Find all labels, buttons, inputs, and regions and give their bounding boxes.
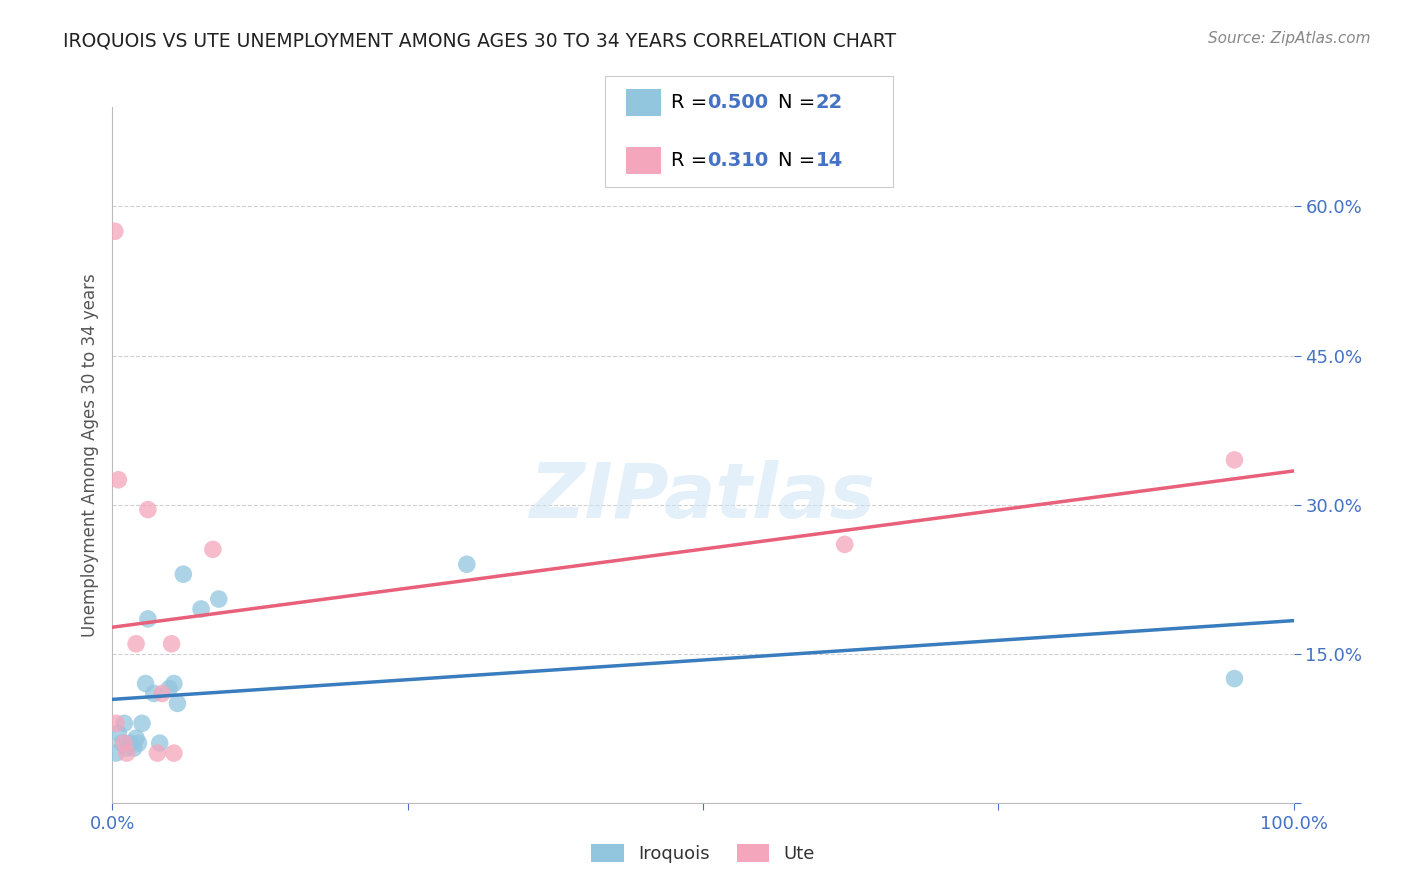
Point: [172, 567, 194, 582]
Point: [112, 716, 135, 731]
Point: [127, 736, 149, 750]
Y-axis label: Unemployment Among Ages 30 to 34 years: Unemployment Among Ages 30 to 34 years: [80, 273, 98, 637]
Point: [142, 686, 165, 700]
Point: [160, 637, 183, 651]
Text: 22: 22: [815, 93, 842, 112]
Point: [105, 716, 128, 731]
Point: [120, 736, 142, 750]
Point: [1223, 453, 1246, 467]
Point: [105, 746, 128, 760]
Point: [157, 681, 180, 696]
Point: [112, 736, 135, 750]
Text: IROQUOIS VS UTE UNEMPLOYMENT AMONG AGES 30 TO 34 YEARS CORRELATION CHART: IROQUOIS VS UTE UNEMPLOYMENT AMONG AGES …: [63, 31, 897, 50]
Legend: Iroquois, Ute: Iroquois, Ute: [583, 837, 823, 871]
Point: [122, 741, 145, 756]
Point: [125, 731, 148, 746]
Point: [104, 224, 127, 238]
Text: 0.310: 0.310: [707, 151, 769, 170]
Point: [1223, 672, 1246, 686]
Point: [135, 676, 157, 690]
Text: R =: R =: [671, 151, 720, 170]
Point: [115, 741, 138, 756]
Point: [190, 602, 212, 616]
Text: N =: N =: [778, 151, 821, 170]
Point: [136, 502, 159, 516]
Point: [208, 592, 231, 607]
Point: [834, 537, 856, 551]
Text: ZIPatlas: ZIPatlas: [530, 459, 876, 533]
Point: [456, 558, 478, 572]
Point: [163, 676, 186, 690]
Point: [107, 726, 129, 740]
Point: [125, 637, 148, 651]
Point: [201, 542, 224, 557]
Point: [131, 716, 153, 731]
Point: [115, 746, 138, 760]
Text: 0.500: 0.500: [707, 93, 768, 112]
Point: [136, 612, 159, 626]
Point: [150, 686, 173, 700]
Text: N =: N =: [778, 93, 821, 112]
Point: [111, 736, 134, 750]
Point: [107, 473, 129, 487]
Text: Source: ZipAtlas.com: Source: ZipAtlas.com: [1208, 31, 1371, 46]
Point: [166, 697, 188, 711]
Point: [149, 736, 172, 750]
Point: [163, 746, 186, 760]
Text: R =: R =: [671, 93, 713, 112]
Point: [146, 746, 169, 760]
Text: 14: 14: [815, 151, 842, 170]
